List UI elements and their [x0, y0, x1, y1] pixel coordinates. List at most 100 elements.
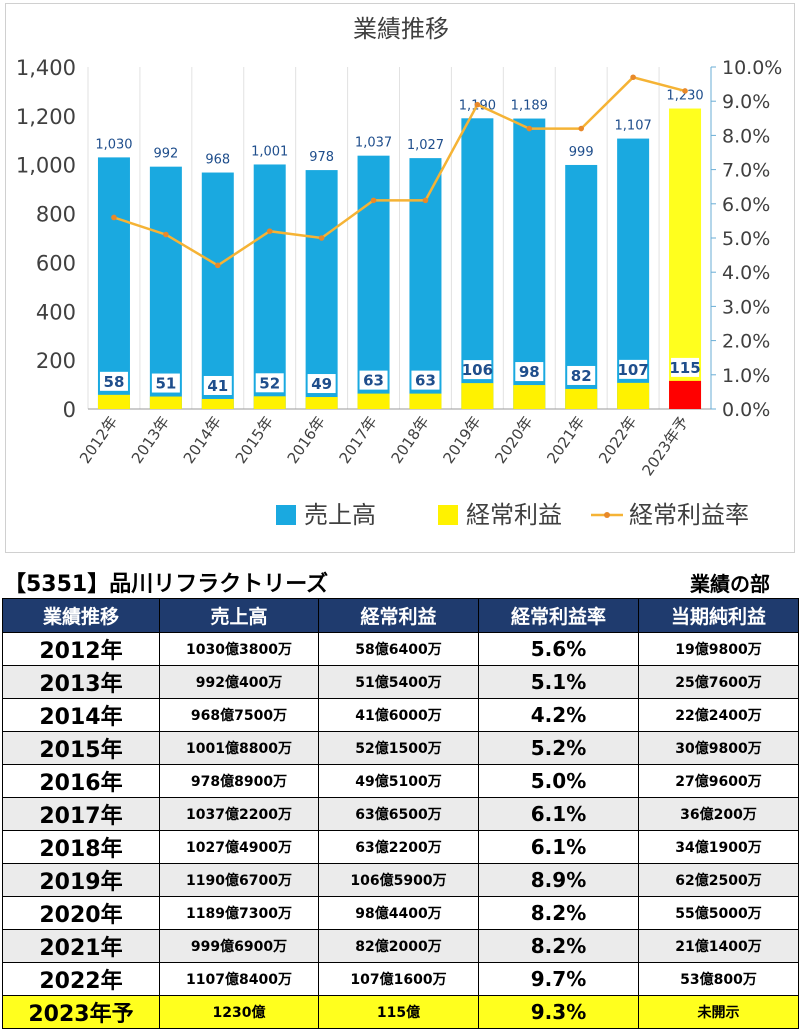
row-sales: 1027億4900万 — [159, 830, 319, 864]
sales-data-label: 978 — [309, 150, 334, 165]
profit-bar — [617, 382, 650, 409]
profit-data-label: 51 — [155, 375, 176, 393]
table-row: 2022年 1107億8400万 107億1600万 9.7% 53億800万 — [2, 962, 799, 996]
row-net-income: 未開示 — [638, 995, 799, 1029]
row-net-income: 25億7600万 — [638, 665, 799, 699]
row-sales: 1189億7300万 — [159, 896, 319, 930]
legend-sales-label: 売上高 — [304, 501, 376, 529]
header-net-income: 当期純利益 — [638, 598, 799, 633]
profit-rate-point — [318, 235, 325, 241]
sales-data-label: 1,037 — [355, 136, 392, 151]
y-right-tick-label: 9.0% — [722, 91, 770, 113]
row-ordinary-profit: 106億5900万 — [318, 863, 479, 897]
y-right-tick-label: 1.0% — [722, 365, 770, 387]
row-net-income: 27億9600万 — [638, 764, 799, 798]
row-sales: 1107億8400万 — [159, 962, 319, 996]
x-tick-label: 2012年 — [76, 413, 121, 467]
profit-data-label: 63 — [415, 372, 436, 390]
x-tick-label: 2013年 — [128, 413, 173, 467]
row-period: 2016年 — [2, 764, 160, 798]
profit-label-box — [203, 375, 232, 395]
sales-data-label: 992 — [153, 147, 178, 162]
row-net-income: 22億2400万 — [638, 698, 799, 732]
profit-data-label: 98 — [519, 363, 540, 381]
profit-data-label: 82 — [571, 367, 592, 385]
row-profit-rate: 8.9% — [478, 863, 639, 897]
row-period: 2014年 — [2, 698, 160, 732]
sales-data-label: 1,107 — [615, 119, 652, 134]
row-profit-rate: 6.1% — [478, 797, 639, 831]
y-right-tick-label: 0.0% — [722, 399, 770, 421]
profit-data-label: 115 — [669, 359, 700, 377]
row-ordinary-profit: 63億2200万 — [318, 830, 479, 864]
profit-rate-point — [422, 197, 429, 204]
profit-rate-point — [370, 197, 377, 204]
x-tick-label: 2022年 — [595, 413, 640, 467]
profit-data-label: 106 — [462, 361, 493, 379]
row-ordinary-profit: 63億6500万 — [318, 797, 479, 831]
profit-data-label: 58 — [104, 373, 125, 391]
row-ordinary-profit: 107億1600万 — [318, 962, 479, 996]
header-period: 業績推移 — [2, 598, 160, 633]
table-row: 2013年 992億400万 51億5400万 5.1% 25億7600万 — [2, 665, 799, 699]
profit-data-label: 49 — [311, 375, 332, 393]
x-tick-label: 2023年予 — [638, 413, 692, 479]
profit-label-box — [619, 359, 648, 379]
row-net-income: 34億1900万 — [638, 830, 799, 864]
sales-bar — [201, 172, 234, 409]
x-tick-label: 2019年 — [439, 413, 484, 467]
row-sales: 1037億2200万 — [159, 797, 319, 831]
row-period: 2013年 — [2, 665, 160, 699]
table-row: 2017年 1037億2200万 63億6500万 6.1% 36億200万 — [2, 797, 799, 831]
sales-data-label: 1,189 — [511, 99, 548, 114]
y-right-tick-label: 3.0% — [722, 296, 770, 318]
sales-bar — [305, 170, 338, 409]
y-left-tick-label: 400 — [36, 300, 76, 324]
sales-bar — [149, 166, 182, 409]
x-tick-label: 2021年 — [543, 413, 588, 467]
profit-bar — [513, 385, 546, 409]
row-sales: 1230億 — [159, 995, 319, 1029]
profit-label-box — [359, 370, 388, 390]
row-period: 2020年 — [2, 896, 160, 930]
row-profit-rate: 5.1% — [478, 665, 639, 699]
y-left-tick-label: 200 — [36, 349, 76, 373]
legend-profit-label: 経常利益 — [466, 501, 562, 529]
table-row: 2015年 1001億8800万 52億1500万 5.2% 30億9800万 — [2, 731, 799, 765]
table-row: 2023年予 1230億 115億 9.3% 未開示 — [2, 995, 799, 1029]
row-ordinary-profit: 115億 — [318, 995, 479, 1029]
table-row: 2014年 968億7500万 41億6000万 4.2% 22億2400万 — [2, 698, 799, 732]
profit-bar — [253, 396, 286, 409]
row-profit-rate: 8.2% — [478, 929, 639, 963]
performance-chart: 業績推移 0 200 400 600 800 1,000 1,200 1,400 0.0% 1.0%… — [16, 15, 782, 529]
chart-title: 業績推移 — [353, 15, 449, 43]
sales-data-label: 968 — [205, 153, 230, 168]
legend-profit-swatch — [438, 505, 458, 525]
profit-rate-point — [630, 74, 636, 81]
profit-label-box — [99, 371, 128, 391]
row-profit-rate: 9.3% — [478, 995, 639, 1029]
x-tick-label: 2020年 — [491, 413, 536, 467]
profit-data-label: 41 — [207, 377, 228, 395]
row-profit-rate: 6.1% — [478, 830, 639, 864]
profit-data-label: 52 — [259, 374, 280, 392]
profit-bar — [149, 396, 182, 409]
profit-label-box — [411, 370, 440, 390]
section-label: 業績の部 — [690, 572, 770, 596]
row-sales: 968億7500万 — [159, 698, 319, 732]
x-tick-label: 2014年 — [180, 413, 225, 467]
sales-bar — [513, 118, 546, 410]
profit-bar — [565, 388, 598, 409]
table-row: 2016年 978億8900万 49億5100万 5.0% 27億9600万 — [2, 764, 799, 798]
legend-rate-marker — [604, 512, 610, 518]
profit-label-box — [463, 360, 492, 380]
sales-bar — [253, 164, 286, 409]
profit-rate-point — [682, 88, 688, 94]
profit-bar — [669, 380, 702, 409]
legend-rate-label: 経常利益率 — [629, 501, 749, 529]
sales-data-label: 1,001 — [251, 144, 288, 159]
legend-sales-swatch — [276, 505, 296, 525]
results-table: 業績推移 売上高 経常利益 経常利益率 当期純利益 2012年 1030億3800… — [2, 598, 799, 1029]
table-row: 2020年 1189億7300万 98億4400万 8.2% 55億5000万 — [2, 896, 799, 930]
profit-rate-point — [578, 125, 585, 132]
